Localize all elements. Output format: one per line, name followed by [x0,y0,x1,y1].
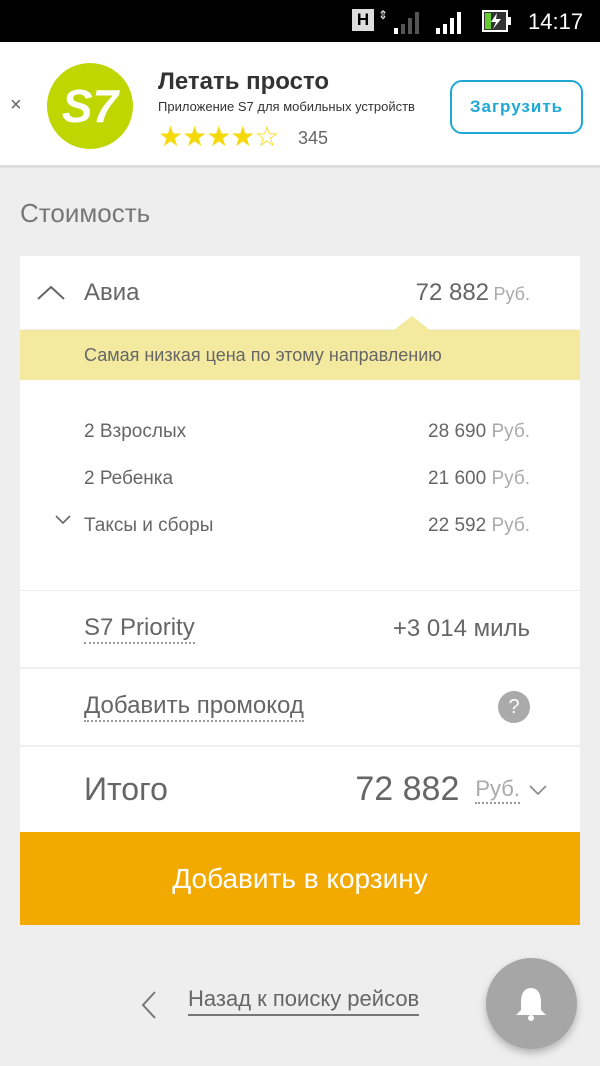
notice-pointer [394,316,430,330]
total-amount: 72 882 [355,770,460,808]
add-promocode-link[interactable]: Добавить промокод [84,692,304,722]
currency-select[interactable]: Руб. [475,776,520,804]
section-title: Стоимость [20,198,151,228]
item-label: 2 Взрослых [84,420,187,442]
battery-charging-icon [482,10,511,32]
avia-currency: Руб. [493,283,530,304]
price-item: 2 Ребенка 21 600 Руб. [84,455,530,502]
close-icon[interactable]: × [10,94,22,116]
notifications-button[interactable] [486,958,577,1049]
price-item: 2 Взрослых 28 690 Руб. [84,408,530,455]
signal-icon [394,12,461,34]
network-type-icon: H [352,9,374,31]
avia-section: Авиа 72 882 Руб. Самая низкая цена по эт… [20,256,580,590]
chevron-down-icon [55,515,71,525]
avia-header[interactable]: Авиа 72 882 Руб. [20,256,580,330]
clock: 14:17 [528,9,584,34]
data-arrows-icon: ⇕ [378,8,389,22]
item-currency: Руб. [491,420,530,442]
back-to-search-link[interactable]: Назад к поиску рейсов [188,986,420,1016]
status-bar: H ⇕ 14:17 [0,0,600,42]
total-label: Итого [84,771,168,807]
item-currency: Руб. [491,514,530,536]
avia-label: Авиа [84,278,140,306]
app-install-banner: × S7 Летать просто Приложение S7 для моб… [0,42,600,168]
priority-row: S7 Priority +3 014 миль [20,591,580,667]
banner-subtitle: Приложение S7 для мобильных устройств [158,99,415,114]
priority-link[interactable]: S7 Priority [84,614,195,644]
add-to-cart-button[interactable]: Добавить в корзину [20,832,580,925]
chevron-up-icon [37,285,65,300]
download-button[interactable]: Загрузить [450,80,583,134]
rating-stars: ★★★★☆ [158,121,280,152]
bell-icon [516,988,546,1021]
review-count: 345 [298,128,329,148]
priority-miles: +3 014 миль [392,615,530,642]
help-icon[interactable]: ? [498,691,530,723]
item-amount: 28 690 [428,420,487,442]
item-currency: Руб. [491,467,530,489]
item-label: 2 Ребенка [84,467,174,489]
notice-text: Самая низкая цена по этому направлению [84,345,442,365]
chevron-left-icon[interactable] [140,990,160,1020]
price-item-taxes[interactable]: Таксы и сборы 22 592 Руб. [55,502,530,549]
banner-title: Летать просто [158,68,330,95]
avia-amount: 72 882 [415,278,490,306]
promo-row: Добавить промокод ? [20,669,580,745]
s7-logo: S7 [47,63,133,149]
logo-text: S7 [61,80,119,132]
item-label: Таксы и сборы [84,514,214,536]
lowest-price-notice: Самая низкая цена по этому направлению [20,316,580,380]
total-row: Итого 72 882 Руб. [20,747,580,832]
chevron-down-icon[interactable] [528,784,548,796]
item-amount: 21 600 [428,467,487,489]
item-amount: 22 592 [428,514,487,536]
